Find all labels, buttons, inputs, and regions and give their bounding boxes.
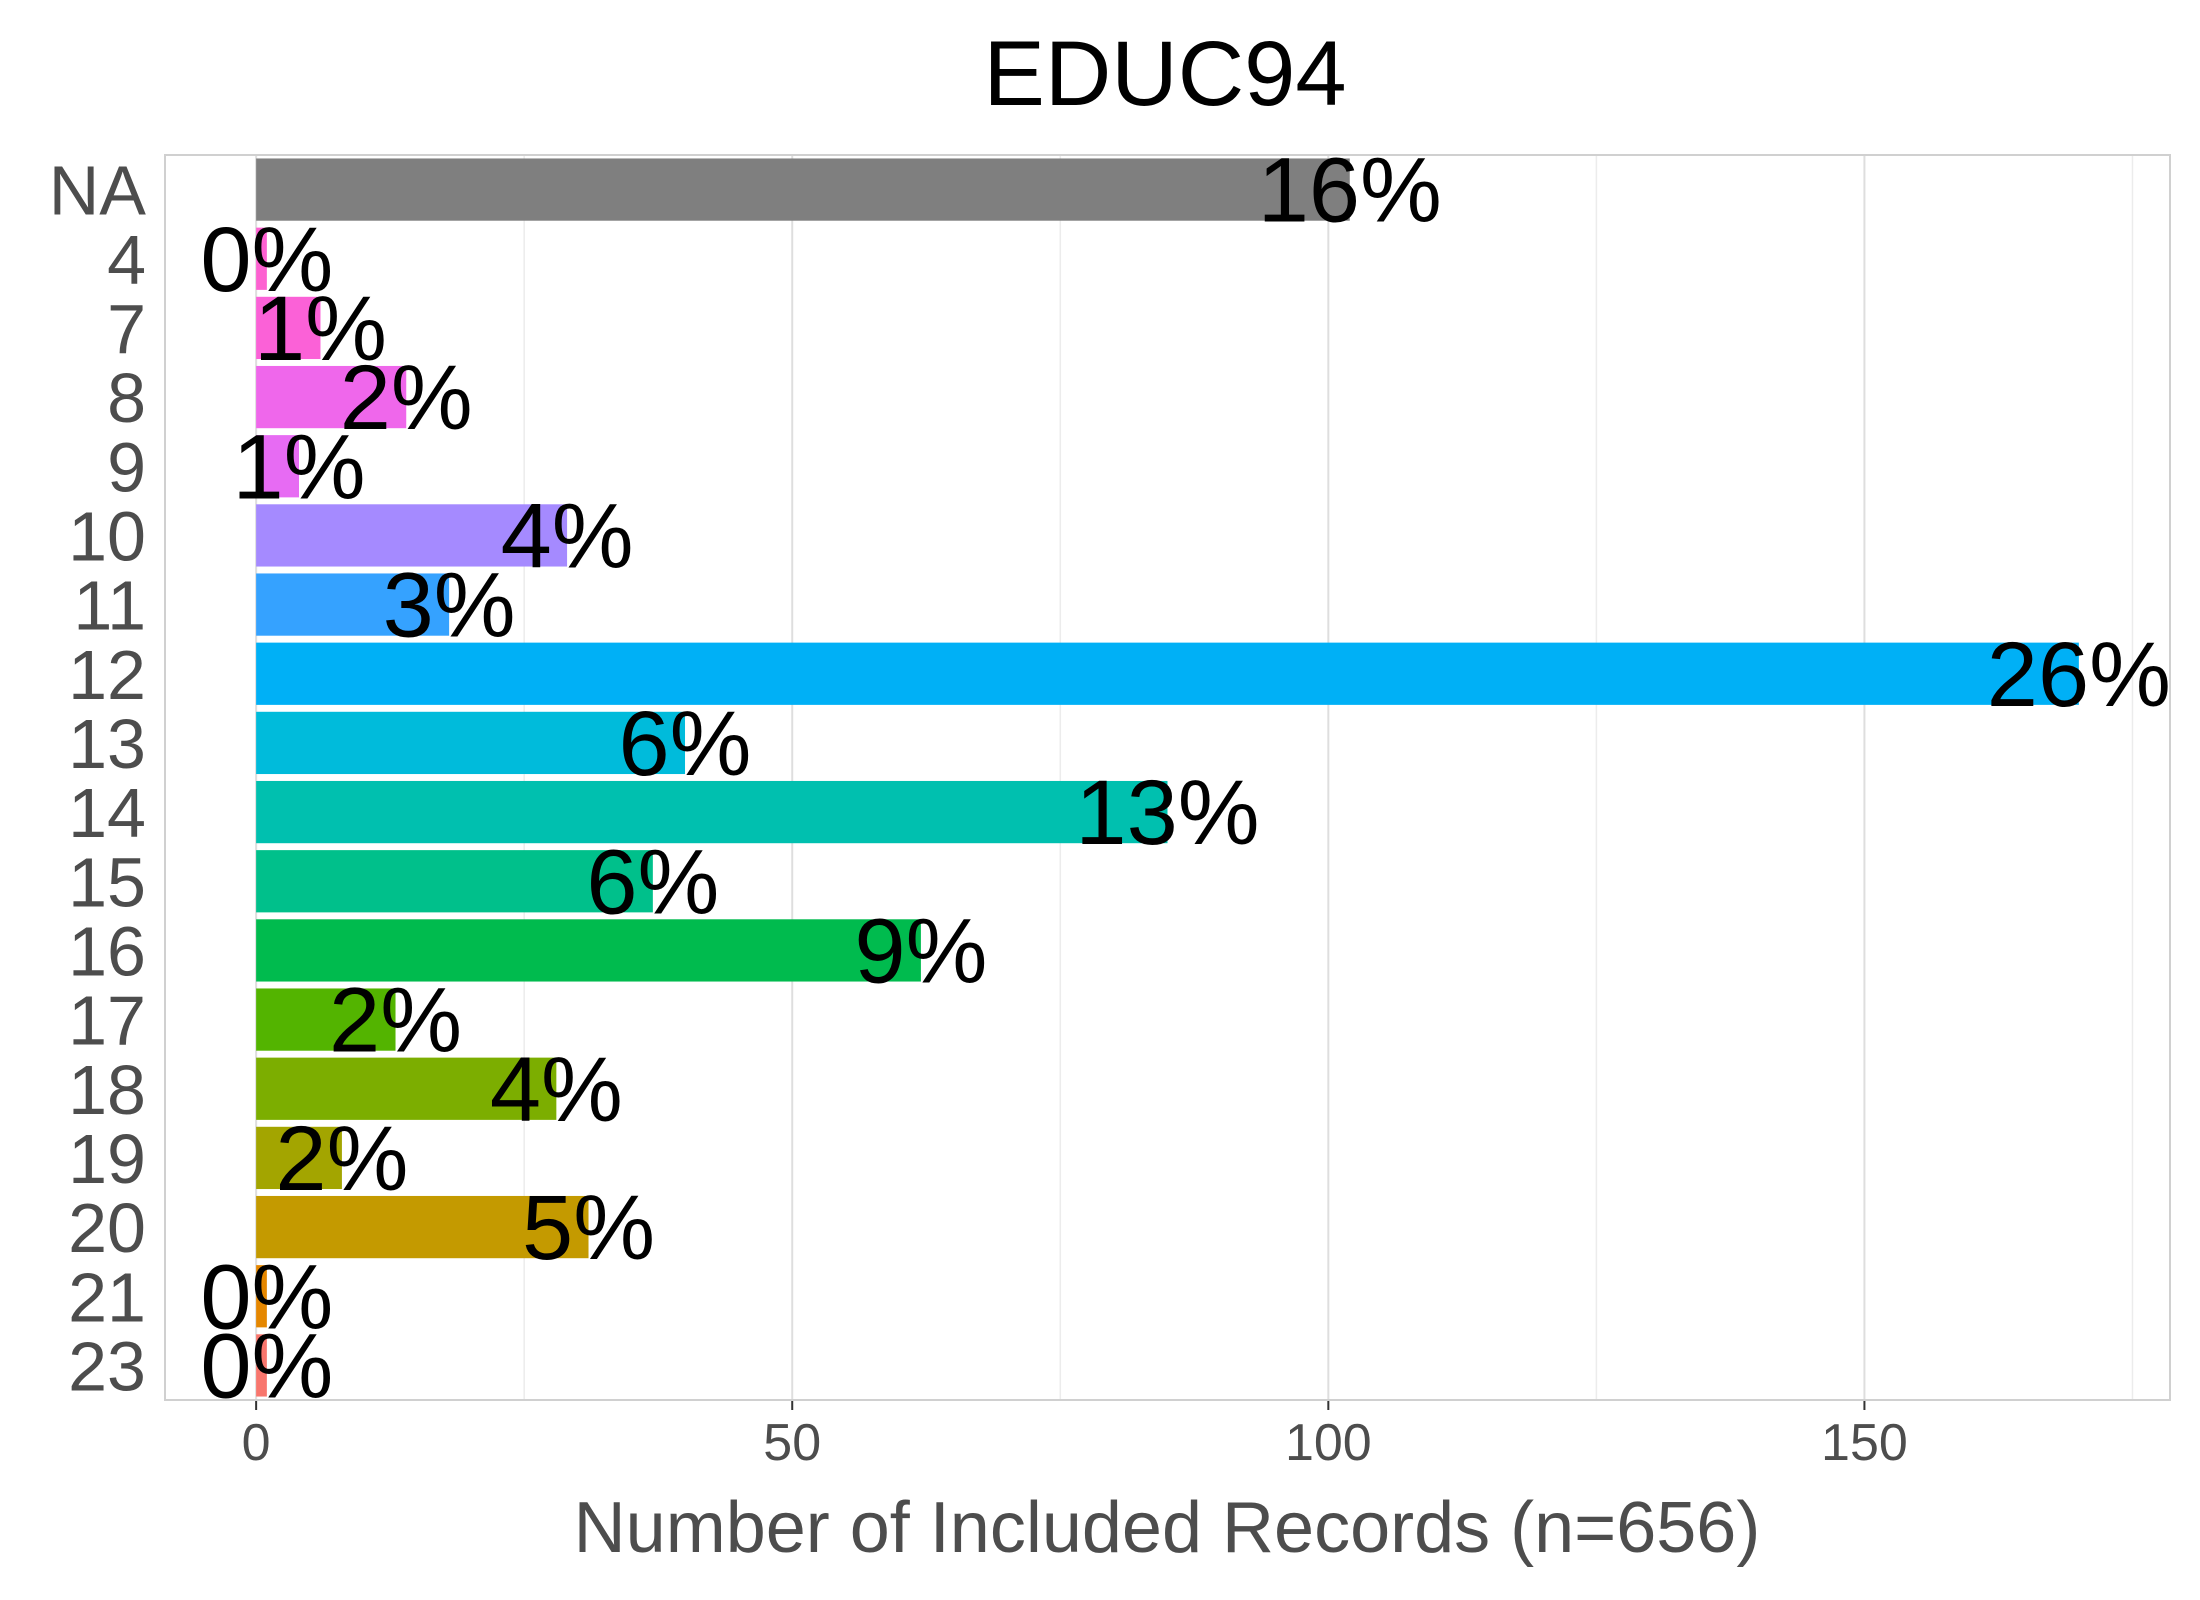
bar: [256, 642, 2079, 705]
data-label: 6%: [619, 693, 752, 795]
data-label: 6%: [586, 831, 719, 933]
y-tick-label: 17: [68, 982, 146, 1060]
bar: [256, 711, 686, 775]
y-tick-label: 15: [68, 843, 146, 921]
bar: [256, 850, 653, 913]
data-label: 13%: [1075, 762, 1259, 864]
y-tick-label: 20: [68, 1189, 146, 1267]
data-label: 2%: [275, 1108, 408, 1210]
y-tick-label: 21: [68, 1258, 146, 1336]
x-tick-label: 0: [242, 1414, 271, 1472]
grid-lines: [255, 155, 2134, 1400]
bar: [256, 919, 921, 982]
bar: [256, 227, 267, 290]
bar: [256, 573, 450, 636]
y-tick-label: 14: [68, 774, 146, 852]
data-labels: 16%0%1%2%1%4%3%26%6%13%6%9%2%4%2%5%0%0%: [200, 140, 2171, 1418]
y-tick-label: 7: [107, 290, 146, 368]
x-axis-label: Number of Included Records (n=656): [574, 1488, 1761, 1568]
y-tick-label: NA: [49, 152, 147, 230]
bar: [256, 1334, 267, 1397]
y-tick-label: 8: [107, 359, 146, 437]
bars: [256, 158, 2079, 1397]
data-label: 2%: [329, 970, 462, 1072]
bar: [256, 435, 300, 498]
bar: [256, 504, 568, 567]
bar: [256, 1126, 342, 1190]
y-tick-label: 4: [107, 221, 146, 299]
bar: [256, 296, 321, 360]
bar: [256, 780, 1168, 844]
data-label: 1%: [254, 278, 387, 380]
x-axis-ticks: 0 50 100 150: [242, 1400, 1908, 1472]
data-label: 0%: [200, 1246, 333, 1348]
y-tick-label: 18: [68, 1051, 146, 1129]
chart-title: EDUC94: [983, 23, 1346, 125]
data-label: 4%: [501, 485, 634, 587]
y-tick-label: 13: [68, 705, 146, 783]
bar: [256, 365, 407, 429]
y-tick-label: 16: [68, 912, 146, 990]
bar: [256, 1057, 557, 1120]
x-tick-label: 150: [1821, 1414, 1908, 1472]
y-tick-label: 19: [68, 1120, 146, 1198]
bar: [256, 1195, 589, 1259]
data-label: 0%: [200, 1315, 333, 1417]
bar: [256, 158, 1350, 221]
y-tick-label: 23: [68, 1327, 146, 1405]
x-tick-label: 100: [1285, 1414, 1372, 1472]
y-tick-label: 12: [68, 636, 146, 714]
data-label: 1%: [233, 416, 366, 518]
data-label: 2%: [340, 347, 473, 449]
data-label: 0%: [200, 209, 333, 311]
data-label: 9%: [854, 900, 987, 1002]
x-tick-label: 50: [763, 1414, 821, 1472]
data-label: 26%: [1987, 624, 2171, 726]
y-tick-label: 9: [107, 428, 146, 506]
data-label: 4%: [490, 1039, 623, 1141]
plot-border: [164, 154, 2171, 1401]
data-label: 3%: [383, 555, 516, 657]
bar: [256, 988, 396, 1051]
y-tick-label: 11: [73, 567, 146, 645]
data-label: 16%: [1258, 140, 1442, 242]
y-tick-label: 10: [68, 497, 146, 575]
bar: [256, 1265, 267, 1328]
data-label: 5%: [522, 1177, 655, 1279]
